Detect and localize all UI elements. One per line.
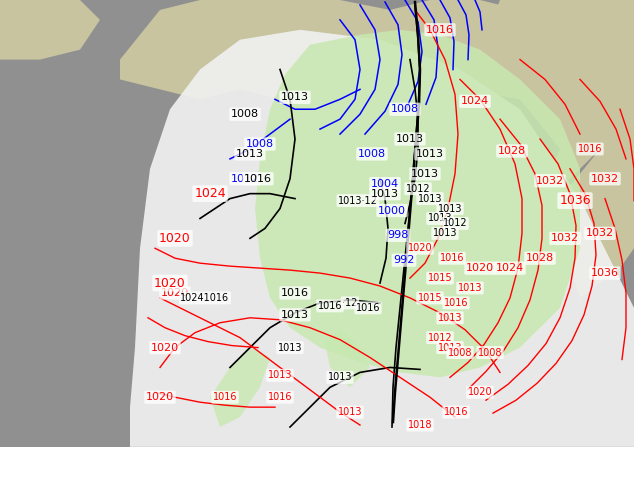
Text: 1024: 1024	[496, 263, 524, 273]
Polygon shape	[325, 328, 370, 387]
Text: 1013: 1013	[281, 92, 309, 102]
Polygon shape	[130, 30, 634, 447]
Text: 1024: 1024	[461, 97, 489, 106]
Text: 1032: 1032	[551, 233, 579, 244]
Text: 1013·12: 1013·12	[338, 196, 378, 206]
Text: 1013: 1013	[371, 189, 399, 198]
Text: 1028: 1028	[526, 253, 554, 263]
Text: 1016: 1016	[444, 298, 469, 308]
Text: 1020: 1020	[154, 276, 186, 290]
Text: 1012: 1012	[406, 184, 430, 194]
Text: 1016: 1016	[356, 303, 380, 313]
Text: ·12: ·12	[342, 298, 358, 308]
Text: 1013: 1013	[338, 407, 362, 417]
Text: 1016: 1016	[244, 174, 272, 184]
Text: 1008: 1008	[448, 347, 472, 358]
Text: 1004: 1004	[371, 179, 399, 189]
Text: 1013: 1013	[281, 310, 309, 320]
Text: 1013: 1013	[396, 134, 424, 144]
Text: 1008: 1008	[391, 104, 419, 114]
Text: 1020: 1020	[159, 232, 191, 245]
Text: 1020: 1020	[146, 392, 174, 402]
Polygon shape	[560, 129, 634, 298]
Polygon shape	[210, 347, 270, 427]
Text: 1013: 1013	[328, 372, 353, 382]
Polygon shape	[480, 0, 634, 248]
Text: 1032: 1032	[586, 228, 614, 238]
Text: 992: 992	[393, 255, 415, 265]
Text: 1020: 1020	[468, 387, 493, 397]
Text: 1013: 1013	[416, 149, 444, 159]
Polygon shape	[120, 0, 634, 109]
Text: 1016: 1016	[444, 407, 469, 417]
Text: 1012: 1012	[443, 219, 467, 228]
Text: 1015: 1015	[428, 273, 452, 283]
Text: 1016: 1016	[426, 25, 454, 35]
Text: 1008: 1008	[246, 139, 274, 149]
Text: 998: 998	[387, 230, 409, 241]
Text: 1036: 1036	[559, 194, 591, 207]
Text: 1016: 1016	[281, 288, 309, 298]
Text: 1012: 1012	[428, 333, 452, 343]
Text: 1013: 1013	[428, 214, 452, 223]
Text: 1020: 1020	[161, 288, 189, 298]
Text: 1028: 1028	[498, 146, 526, 156]
Text: 1012: 1012	[231, 174, 259, 184]
Text: 1013: 1013	[437, 343, 462, 353]
Text: © weatheronline.co.uk: © weatheronline.co.uk	[500, 478, 628, 488]
Text: 1032: 1032	[536, 176, 564, 186]
Text: 1008: 1008	[358, 149, 386, 159]
Text: 1013: 1013	[278, 343, 302, 353]
Text: 1013: 1013	[437, 203, 462, 214]
Text: 1016: 1016	[578, 144, 602, 154]
Text: 1013: 1013	[437, 313, 462, 323]
Text: 1016: 1016	[213, 392, 237, 402]
Text: 1018: 1018	[408, 420, 432, 430]
Text: Surface pressure [hPa] ICON-EU: Surface pressure [hPa] ICON-EU	[6, 462, 206, 475]
Polygon shape	[0, 0, 100, 60]
Text: 1016: 1016	[440, 253, 464, 263]
Text: 1015: 1015	[418, 293, 443, 303]
Text: 1008: 1008	[231, 109, 259, 119]
Text: 1008: 1008	[478, 347, 502, 358]
Polygon shape	[255, 30, 580, 377]
Text: 1013: 1013	[411, 169, 439, 179]
Text: 10241016: 10241016	[181, 293, 230, 303]
Text: 1020: 1020	[466, 263, 494, 273]
Text: 1024: 1024	[194, 187, 226, 200]
Text: 1032: 1032	[591, 174, 619, 184]
Text: 1013: 1013	[458, 283, 482, 293]
Text: 1016: 1016	[268, 392, 292, 402]
Text: 1013: 1013	[433, 228, 457, 238]
Text: Sa 28-09-2024 18:00 UTC (12+102): Sa 28-09-2024 18:00 UTC (12+102)	[403, 462, 628, 475]
Text: 1013: 1013	[418, 194, 443, 204]
Text: 1000: 1000	[378, 205, 406, 216]
Text: 1013: 1013	[268, 370, 292, 380]
Text: 1020: 1020	[408, 243, 432, 253]
Text: 1036: 1036	[591, 268, 619, 278]
Text: 1016: 1016	[318, 301, 342, 311]
Text: 1020: 1020	[151, 343, 179, 353]
Text: 1013: 1013	[236, 149, 264, 159]
